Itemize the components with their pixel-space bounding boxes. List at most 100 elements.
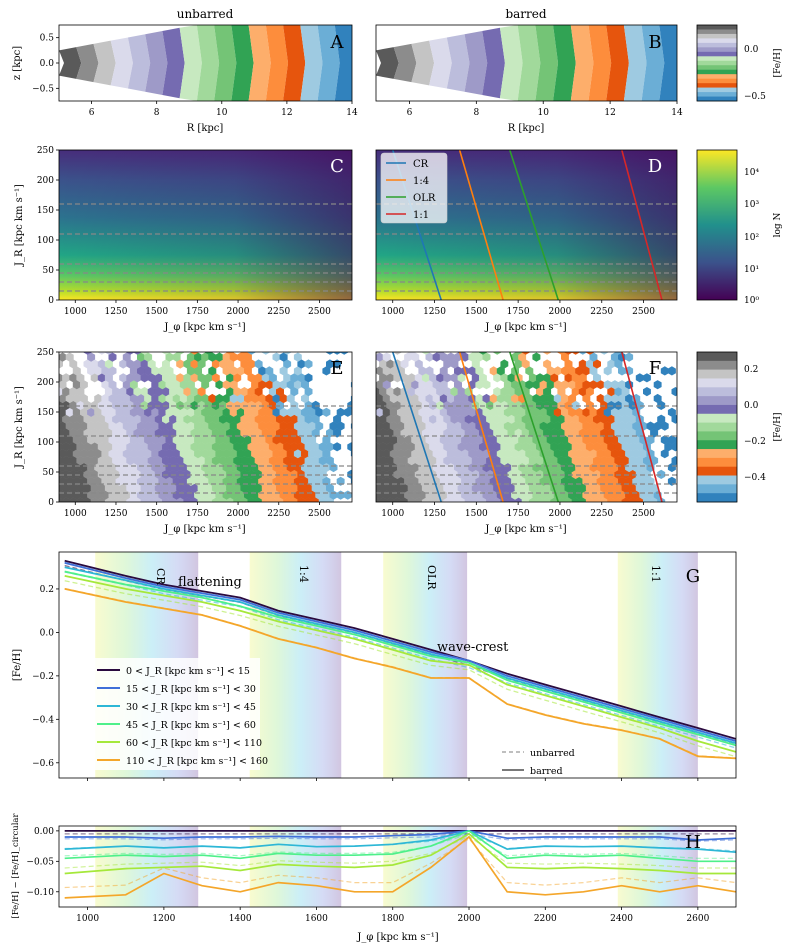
hexbin-cell [129,462,138,473]
hexbin-cell [414,373,423,383]
hexbin-cell [571,483,580,493]
hexbin-cell [571,456,580,466]
hexbin-cell [479,456,487,466]
panel-e-xlabel: J_φ [kpc km s⁻¹] [163,524,245,535]
hexbin-cell [514,469,523,479]
hexbin-cell [258,380,267,390]
hexbin-cell [72,449,81,459]
hexbin-cell [286,421,295,431]
hexbin-cell [72,393,81,404]
hexbin-cell [258,462,267,473]
hexbin-cell [585,387,594,397]
cbar-swatch [697,396,737,406]
hexbin-cell [122,435,131,445]
hexbin-cell [575,449,584,459]
hexbin-cell [236,352,245,362]
hexbin-cell [101,366,110,376]
hexbin-cell [169,456,178,466]
hexbin-cell [553,435,562,445]
resonance-line [458,150,504,300]
hexbin-cell [550,373,559,383]
hexbin-cell [304,373,313,383]
hexbin-cell [94,407,103,417]
hexbin-cell [355,428,363,437]
hexbin-cell [503,462,512,473]
hexbin-cell [585,400,594,410]
hexbin-cell [618,449,626,459]
strip [429,37,452,89]
tick-label: 1400 [229,914,252,924]
strip [300,25,323,101]
hexbin-cell [293,352,302,362]
hexbin-cell [393,387,402,397]
cbar-swatch [697,25,737,30]
hexbin-cell [621,428,630,438]
tick-label: 12 [281,108,292,118]
panel-f-resonance-lines [391,352,663,502]
cbar-swatch [697,457,737,467]
cbar-swatch [697,387,737,397]
hexbin-cell [482,393,491,404]
hexbin-cell [83,497,92,502]
hexbin-cell [411,435,420,445]
hexbin-cell [585,483,594,493]
hexbin-cell [183,483,192,493]
hexbin-cell [204,352,213,355]
hexbin-cell [557,352,566,355]
hexbin-cell [194,352,202,362]
hexbin-cell [411,380,420,390]
hexbin-cell [119,428,128,438]
hexbin-cell [407,428,416,438]
hexbin-cell [172,435,181,445]
hexbin-cell [208,449,217,459]
hexbin-cell [400,497,409,502]
hexbin-cell [290,483,299,493]
hexbin-cell [521,428,530,438]
hexbin-cell [682,449,690,458]
tick-label: 2250 [267,307,290,317]
tick-label: 1750 [507,307,530,317]
hexbin-cell [308,421,317,431]
hexbin-cell [308,462,317,473]
hexbin-cell [625,421,634,431]
hexbin-cell [297,414,306,424]
hexbin-cell [251,407,260,417]
hexbin-cell [653,393,662,404]
hexbin-cell [479,373,487,383]
hexbin-cell [421,352,430,355]
hexbin-cell [382,352,391,362]
hexbin-cell [471,352,480,355]
hexbin-cell [204,414,213,424]
panel-c: C J_R [kpc km s⁻¹] J_φ [kpc km s⁻¹] 1000… [14,146,353,333]
tick-label: 10 [216,108,228,118]
hexbin-cell [208,462,217,473]
hexbin-cell [625,449,634,459]
cbar-mid-tick-0: 0.2 [744,365,758,375]
hexbin-cell [389,435,398,445]
hexbin-cell [108,393,117,404]
hexbin-cell [226,414,235,424]
hexbin-cell [87,366,96,376]
hexbin-cell [454,435,462,445]
hexbin-cell [208,352,217,362]
hexbin-cell [610,352,619,362]
hexbin-cell [144,449,153,459]
hexbin-cell [72,407,81,417]
hexbin-cell [486,497,495,502]
cbar-mid-tick-2: −0.2 [744,437,766,447]
panel-d: D CR 1:4 OLR 1:1 J_φ [kpc km s⁻¹] 1000 12… [375,149,678,333]
hexbin-cell [643,373,651,383]
hexbin-cell [561,449,569,459]
hexbin-cell [575,366,584,376]
panel-g-legend: 0 < J_R [kpc km s⁻¹] < 15 15 < J_R [kpc … [90,658,268,770]
strip [553,25,576,101]
hexbin-cell [318,483,327,493]
panel-f-jr-levels [376,405,677,494]
hexbin-cell [386,387,395,397]
panel-b-xlabel: R [kpc] [508,123,545,134]
hexbin-cell [315,421,324,431]
hexbin-cell [119,387,128,397]
hexbin-cell [503,407,512,417]
hexbin-cell [194,407,202,417]
hexbin-cell [119,414,128,424]
